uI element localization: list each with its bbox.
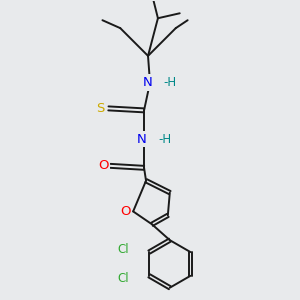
Text: Cl: Cl: [118, 272, 129, 285]
Text: N: N: [137, 133, 147, 146]
Text: O: O: [120, 205, 130, 218]
Text: -H: -H: [158, 133, 171, 146]
Text: -H: -H: [164, 76, 177, 89]
Text: N: N: [143, 76, 153, 89]
Text: S: S: [96, 102, 105, 115]
Text: Cl: Cl: [118, 243, 129, 256]
Text: O: O: [98, 159, 109, 172]
